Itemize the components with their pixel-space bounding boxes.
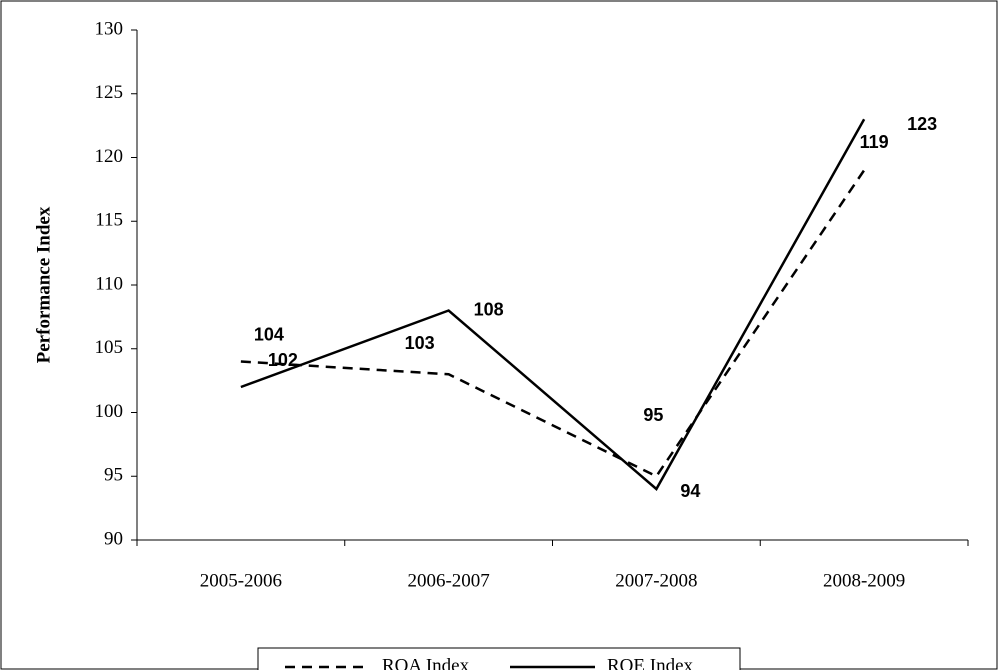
data-label: 103: [405, 333, 435, 353]
series-line: [240, 169, 866, 478]
y-tick-label: 90: [104, 528, 123, 549]
legend-label: ROA Index: [382, 655, 470, 670]
x-tick-label: 2007-2008: [615, 570, 697, 591]
y-tick-label: 100: [95, 401, 124, 422]
y-tick-label: 130: [95, 18, 124, 39]
data-label: 108: [474, 299, 504, 319]
y-tick-label: 120: [95, 146, 124, 167]
x-tick-label: 2006-2007: [407, 570, 489, 591]
data-label: 95: [643, 405, 663, 425]
y-axis-title: Performance Index: [33, 206, 54, 363]
data-label: 123: [907, 114, 937, 134]
y-tick-label: 125: [95, 82, 124, 103]
y-tick-label: 115: [95, 210, 123, 231]
y-tick-label: 95: [104, 465, 123, 486]
series-line: [240, 118, 866, 491]
legend-box: [257, 647, 741, 670]
x-tick-label: 2005-2006: [200, 570, 282, 591]
data-label: 102: [268, 350, 298, 370]
data-label: 119: [860, 132, 889, 152]
data-label: 94: [680, 481, 700, 501]
x-tick-label: 2008-2009: [823, 570, 905, 591]
y-tick-label: 105: [95, 337, 124, 358]
data-label: 104: [254, 324, 284, 344]
legend-label: ROE Index: [607, 655, 694, 670]
y-tick-label: 110: [95, 273, 123, 294]
